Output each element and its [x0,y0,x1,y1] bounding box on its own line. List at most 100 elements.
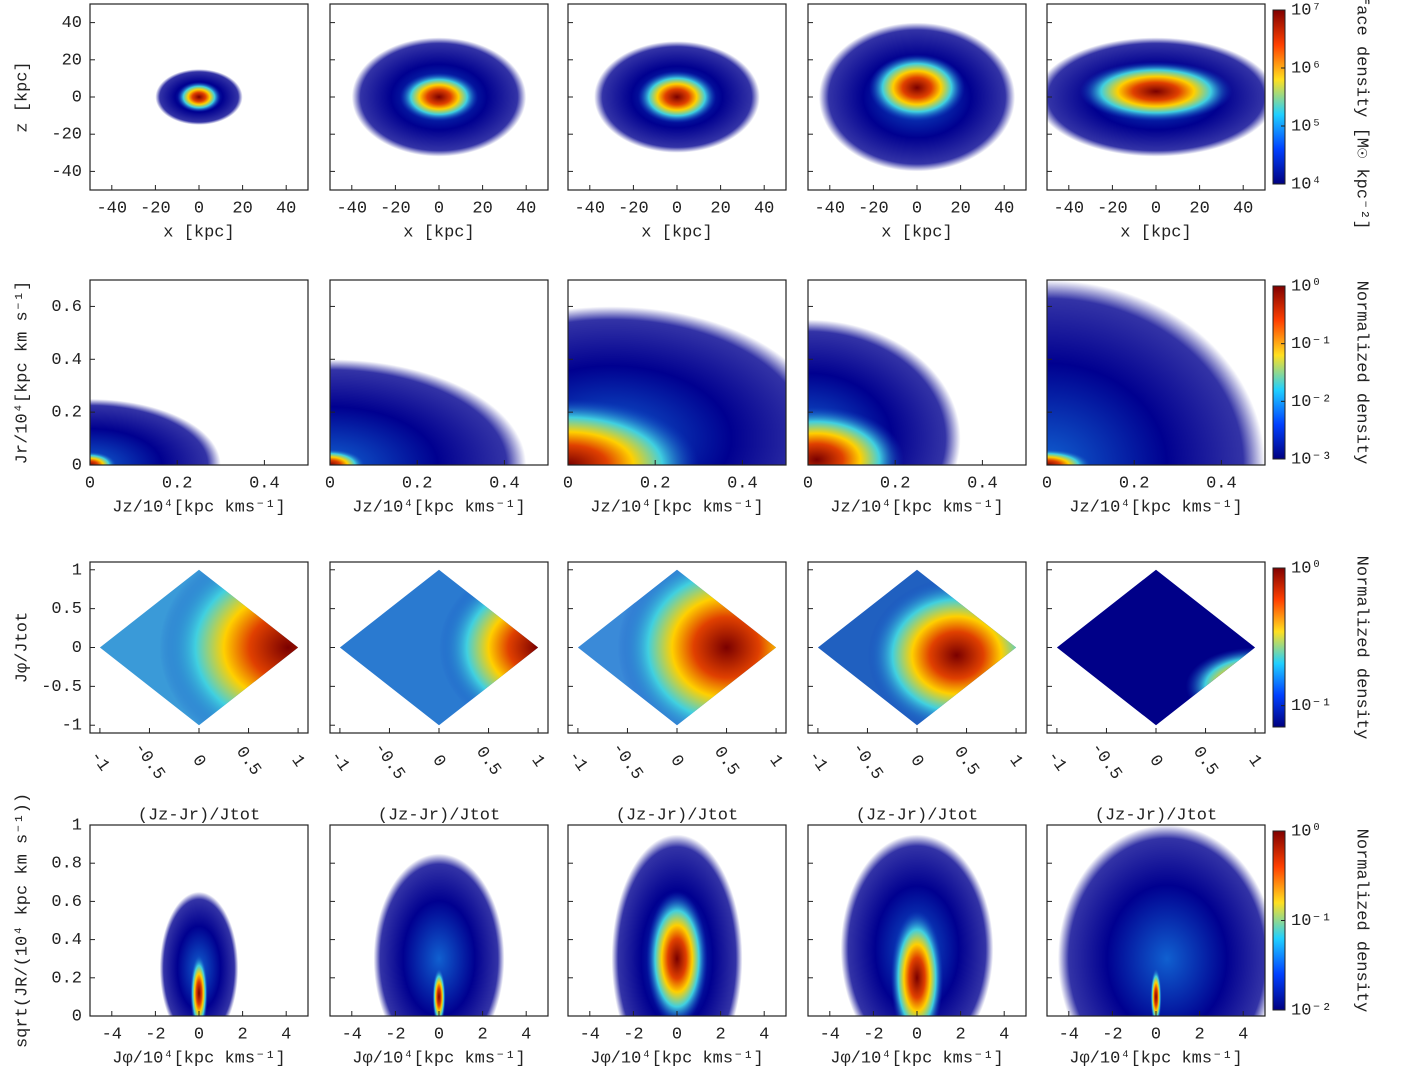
y-tick-label: 0 [72,88,82,107]
y-tick-label: 0.4 [51,931,82,950]
x-tick-label: 2 [477,1025,487,1044]
density-image [611,834,743,1016]
x-tick-label: 0 [427,752,448,771]
density-blob [568,398,699,465]
density-blob [399,72,479,122]
x-tick-label: -1 [325,748,352,776]
y-tick-label: 0.4 [51,351,82,370]
colorbar-tick-label: 10⁶ [1291,59,1322,78]
x-tick-label: 1 [287,752,308,771]
colorbar-tick-label: 10⁻¹ [1291,335,1332,354]
x-tick-label: 4 [1238,1025,1248,1044]
y-tick-label: 0.6 [51,893,82,912]
x-tick-label: 0.5 [1188,744,1221,780]
x-tick-label: 2 [955,1025,965,1044]
colorbar-label: Normalized density [1352,829,1371,1013]
density-blob [1150,968,1162,1016]
density-blob [1057,825,1265,1016]
x-tick-label: 0 [194,1025,204,1044]
x-tick-label: -0.5 [607,739,646,783]
x-axis-label: Jz/10⁴[kpc kms⁻¹] [590,498,763,517]
x-tick-label: 1 [527,752,548,771]
density-image [817,569,1017,726]
density-image [818,22,1016,172]
y-tick-label: 0 [72,1007,82,1026]
y-tick-label: 0.8 [51,855,82,874]
x-tick-label: 0.5 [709,744,742,780]
colorbar-label: Normalized density [1352,556,1371,740]
x-tick-label: 2 [1194,1025,1204,1044]
x-tick-label: 0 [905,752,926,771]
density-image [155,69,243,125]
x-tick-label: 4 [281,1025,291,1044]
x-tick-label: 20 [950,199,970,218]
y-axis-label: z [kpc] [13,61,32,132]
colorbar [1272,9,1286,185]
x-tick-label: 0 [1151,199,1161,218]
colorbar-tick-label: 10⁻² [1291,1001,1332,1020]
x-tick-label: 1 [765,752,786,771]
x-axis-label: (Jz-Jr)/Jtot [1095,806,1217,825]
x-tick-label: 40 [516,199,536,218]
x-tick-label: -1 [85,748,112,776]
y-tick-label: -20 [51,126,82,145]
axes-frame [807,279,1027,466]
x-axis-label: (Jz-Jr)/Jtot [378,806,500,825]
x-tick-label: 20 [710,199,730,218]
x-tick-label: 0.4 [489,474,520,493]
x-tick-label: -0.5 [847,739,886,783]
y-tick-label: 0.2 [51,404,82,423]
density-blob [869,54,965,122]
x-tick-label: 0.2 [162,474,193,493]
density-blob [90,451,117,465]
x-tick-label: -4 [580,1025,600,1044]
x-axis-label: x [kpc] [1120,223,1191,242]
density-image [330,359,527,465]
x-tick-label: -4 [102,1025,122,1044]
x-tick-label: -2 [863,1025,883,1044]
x-tick-label: -4 [820,1025,840,1044]
x-tick-label: 4 [521,1025,531,1044]
density-image [373,853,505,1016]
density-blob [159,891,239,1016]
density-blob [890,910,944,1016]
x-tick-label: 20 [472,199,492,218]
x-tick-label: 0 [194,199,204,218]
density-image [1047,37,1265,157]
x-tick-label: 0.4 [727,474,758,493]
colorbar-tick-label: 10⁵ [1291,117,1322,136]
density-image [159,891,239,1016]
colorbar [1272,567,1286,728]
y-tick-label: -40 [51,163,82,182]
density-blob [330,359,527,465]
colorbar-tick-label: 10⁻¹ [1291,697,1332,716]
x-tick-label: 0.2 [640,474,671,493]
x-tick-label: -1 [1042,748,1069,776]
x-tick-label: -20 [858,199,889,218]
density-image [90,398,221,465]
axes-frame [567,279,787,466]
x-axis-label: Jφ/10⁴[kpc kms⁻¹] [352,1049,525,1068]
x-tick-label: 1 [1005,752,1026,771]
x-tick-label: -0.5 [129,739,168,783]
density-background [1056,569,1256,726]
x-tick-label: 0 [434,1025,444,1044]
x-tick-label: -2 [623,1025,643,1044]
x-tick-label: 40 [994,199,1014,218]
x-axis-label: Jφ/10⁴[kpc kms⁻¹] [830,1049,1003,1068]
density-blob [330,449,365,465]
colorbar-tick-label: 10⁰ [1291,559,1322,578]
x-axis-label: Jφ/10⁴[kpc kms⁻¹] [590,1049,763,1068]
x-tick-label: 40 [276,199,296,218]
density-image [568,306,786,465]
x-axis-label: Jφ/10⁴[kpc kms⁻¹] [1069,1049,1242,1068]
x-tick-label: -40 [574,199,605,218]
density-image [1047,280,1265,465]
x-tick-label: 0 [1144,752,1165,771]
x-axis-label: Jz/10⁴[kpc kms⁻¹] [112,498,285,517]
x-axis-label: (Jz-Jr)/Jtot [616,806,738,825]
x-tick-label: -2 [385,1025,405,1044]
density-blob [1079,61,1233,122]
x-axis-label: Jz/10⁴[kpc kms⁻¹] [352,498,525,517]
